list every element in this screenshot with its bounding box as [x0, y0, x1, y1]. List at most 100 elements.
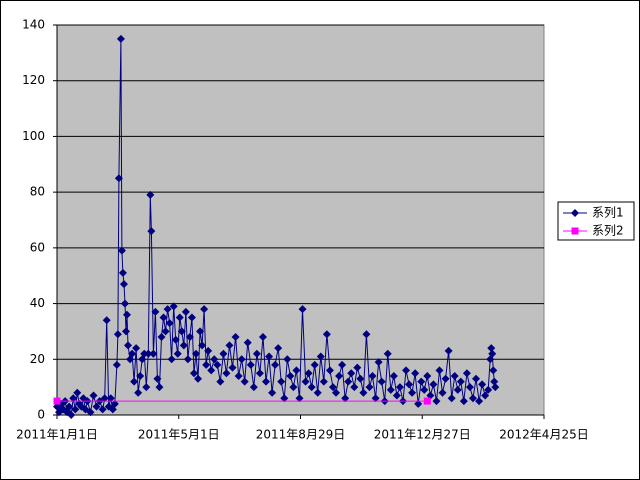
marker: [362, 330, 371, 339]
marker: [295, 394, 304, 403]
marker: [149, 349, 158, 358]
marker: [371, 394, 380, 403]
marker: [118, 268, 127, 277]
marker: [163, 305, 172, 314]
marker: [432, 397, 441, 406]
marker: [147, 227, 156, 236]
marker: [377, 377, 386, 386]
marker: [347, 369, 356, 378]
marker: [228, 363, 237, 372]
legend-label: 系列2: [592, 224, 624, 238]
marker: [262, 377, 271, 386]
marker: [65, 402, 74, 411]
marker: [265, 352, 274, 361]
marker: [123, 310, 132, 319]
marker: [322, 330, 331, 339]
marker: [420, 385, 429, 394]
marker: [478, 380, 487, 389]
marker: [475, 397, 484, 406]
marker: [153, 374, 162, 383]
marker: [292, 366, 301, 375]
marker: [268, 388, 277, 397]
marker: [438, 388, 447, 397]
marker: [222, 369, 231, 378]
marker: [271, 360, 280, 369]
marker: [231, 333, 240, 341]
marker: [140, 349, 149, 358]
y-tick-label: 100: [22, 129, 45, 143]
marker: [117, 246, 126, 255]
marker: [196, 327, 205, 336]
marker: [301, 377, 310, 386]
marker: [435, 366, 444, 375]
marker: [202, 360, 211, 369]
marker: [571, 227, 579, 235]
marker: [142, 383, 151, 392]
marker: [89, 391, 98, 400]
marker: [187, 313, 196, 322]
marker: [462, 369, 471, 378]
marker: [69, 394, 78, 403]
marker: [144, 349, 153, 358]
marker: [414, 399, 423, 408]
marker: [335, 372, 344, 380]
series-line: [56, 38, 496, 416]
marker: [423, 397, 431, 405]
marker: [113, 330, 122, 339]
marker: [392, 391, 401, 400]
marker: [132, 344, 141, 353]
marker: [119, 280, 128, 289]
marker: [161, 327, 170, 336]
marker: [280, 394, 289, 403]
y-tick-label: 60: [30, 240, 45, 254]
marker: [102, 316, 111, 325]
marker: [488, 349, 497, 358]
marker: [136, 372, 145, 380]
marker: [216, 377, 225, 386]
marker: [472, 374, 481, 383]
marker: [389, 372, 398, 380]
marker: [450, 372, 459, 380]
marker: [255, 369, 264, 378]
marker: [243, 338, 252, 347]
marker: [225, 341, 234, 350]
marker: [146, 190, 155, 199]
marker: [571, 209, 579, 217]
y-tick-label: 20: [30, 352, 45, 366]
marker: [116, 34, 125, 43]
marker: [423, 372, 432, 380]
marker: [207, 366, 216, 375]
marker: [350, 383, 359, 392]
x-tick-label: 2011年5月1日: [138, 428, 220, 442]
marker: [453, 385, 462, 394]
marker: [112, 360, 121, 369]
marker: [386, 385, 395, 394]
marker: [286, 372, 295, 380]
marker: [240, 377, 249, 386]
marker: [289, 383, 298, 392]
y-tick-label: 80: [30, 185, 45, 199]
marker: [246, 360, 255, 369]
marker: [173, 349, 182, 358]
marker: [179, 341, 188, 350]
marker: [92, 402, 101, 411]
marker: [344, 377, 353, 386]
marker: [167, 355, 176, 364]
marker: [258, 333, 267, 341]
marker: [359, 388, 368, 397]
marker: [277, 377, 286, 386]
marker: [198, 341, 207, 350]
marker: [175, 313, 184, 322]
marker: [353, 363, 362, 372]
marker: [490, 377, 499, 386]
marker: [487, 344, 496, 353]
marker: [183, 355, 192, 364]
x-tick-label: 2011年8月29日: [256, 428, 345, 442]
marker: [491, 383, 500, 392]
marker: [114, 174, 123, 183]
marker: [411, 369, 420, 378]
marker: [310, 360, 319, 369]
marker: [444, 346, 453, 355]
marker: [130, 377, 139, 386]
marker: [441, 374, 450, 383]
